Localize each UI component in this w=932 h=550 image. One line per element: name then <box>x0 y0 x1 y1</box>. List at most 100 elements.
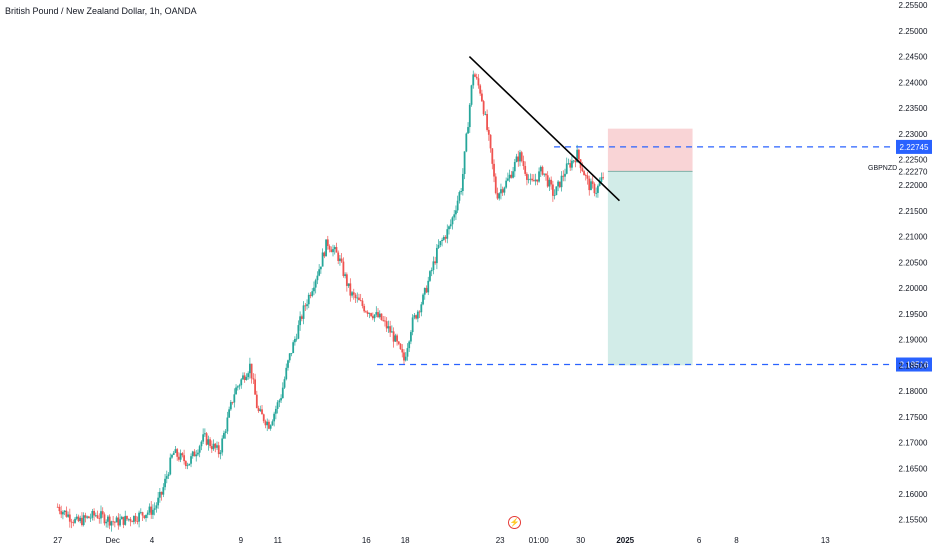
candle-body <box>500 189 502 194</box>
candle-body <box>273 413 276 422</box>
candle-body <box>463 151 466 175</box>
candle-body <box>439 241 442 245</box>
candle-body <box>219 452 222 455</box>
candle-body <box>145 514 147 518</box>
price-tick-label: 2.25000 <box>899 27 928 36</box>
level-price-tag <box>896 357 932 372</box>
candle-body <box>221 438 224 453</box>
candle-body <box>461 174 464 192</box>
candle-body <box>285 367 288 380</box>
candle-body <box>280 398 282 401</box>
candle-body <box>539 166 542 172</box>
candle-body <box>584 175 587 177</box>
lightning-alert-icon[interactable]: ⚡ <box>508 516 521 529</box>
level-price-label: 2.22745 <box>900 143 929 152</box>
candle-body <box>365 311 367 313</box>
candle-body <box>134 515 137 522</box>
candle-body <box>278 400 281 403</box>
candle-body <box>223 433 225 439</box>
candle-body <box>332 249 334 253</box>
candle-body <box>72 522 75 524</box>
candle-body <box>81 517 83 526</box>
candle-body <box>304 305 307 307</box>
candle-body <box>117 517 120 526</box>
take-profit-zone <box>607 171 693 366</box>
candle-body <box>337 252 340 261</box>
candle-body <box>515 156 518 162</box>
candle-body <box>527 179 530 181</box>
candle-body <box>148 506 151 513</box>
candle-body <box>532 180 535 182</box>
candle-body <box>172 452 175 455</box>
candle-body <box>545 173 547 176</box>
candle-body <box>534 179 537 182</box>
candle-body <box>557 181 559 187</box>
candle-body <box>290 352 293 354</box>
candle-body <box>77 516 80 522</box>
candle-body <box>93 510 95 516</box>
candle-body <box>292 342 295 353</box>
price-tick-label: 2.21500 <box>899 207 928 216</box>
candle-body <box>583 171 585 176</box>
candle-body <box>288 353 291 361</box>
candle-body <box>186 465 189 467</box>
candle-body <box>602 177 605 179</box>
time-tick-label: 30 <box>576 536 585 545</box>
time-tick-label: 27 <box>53 536 62 545</box>
candle-body <box>590 181 592 191</box>
symbol-label: GBPNZD <box>868 165 898 172</box>
candle-body <box>456 200 459 211</box>
candle-body <box>141 512 144 516</box>
candle-body <box>491 148 494 164</box>
candle-body <box>250 363 253 379</box>
price-tick-label: 2.23000 <box>899 130 928 139</box>
candle-body <box>316 275 319 281</box>
candle-body <box>74 518 76 523</box>
price-tick-label: 2.17500 <box>899 413 928 422</box>
price-tick-label: 2.23500 <box>899 104 928 113</box>
candle-body <box>330 249 333 253</box>
time-tick-label: 11 <box>274 536 283 545</box>
candle-body <box>449 224 452 227</box>
candle-body <box>356 297 359 299</box>
candle-body <box>127 518 130 520</box>
candle-body <box>268 421 270 429</box>
candle-body <box>229 402 232 410</box>
candle-body <box>422 294 424 305</box>
candle-body <box>328 245 331 250</box>
candle-body <box>354 294 357 299</box>
candle-body <box>446 229 449 239</box>
candle-body <box>107 516 109 522</box>
candle-body <box>536 179 539 182</box>
candle-body <box>94 515 97 517</box>
candle-body <box>489 134 492 149</box>
candle-body <box>565 163 568 174</box>
candle-body <box>82 515 85 526</box>
candle-body <box>577 149 580 160</box>
candle-body <box>63 510 66 513</box>
candle-body <box>224 431 227 434</box>
candle-body <box>112 521 115 523</box>
price-tick-label: 2.24000 <box>899 78 928 87</box>
candle-body <box>110 521 113 526</box>
candle-body <box>207 439 210 445</box>
candle-body <box>311 291 314 296</box>
price-tick-label: 2.17000 <box>899 439 928 448</box>
candle-body <box>62 512 64 515</box>
candle-body <box>546 175 549 187</box>
candle-body <box>212 443 215 450</box>
candle-body <box>574 160 577 163</box>
candle-body <box>377 312 379 318</box>
candle-body <box>517 156 520 162</box>
candle-body <box>259 409 262 412</box>
candle-body <box>164 478 166 488</box>
candle-body <box>581 168 584 172</box>
candle-body <box>359 300 362 301</box>
candle-body <box>67 514 70 517</box>
price-levels: 2.22745 2.18516 <box>377 139 932 372</box>
candle-body <box>437 244 440 248</box>
candle-body <box>91 510 94 518</box>
candle-body <box>89 517 92 519</box>
price-tick-label: 2.16000 <box>899 490 928 499</box>
